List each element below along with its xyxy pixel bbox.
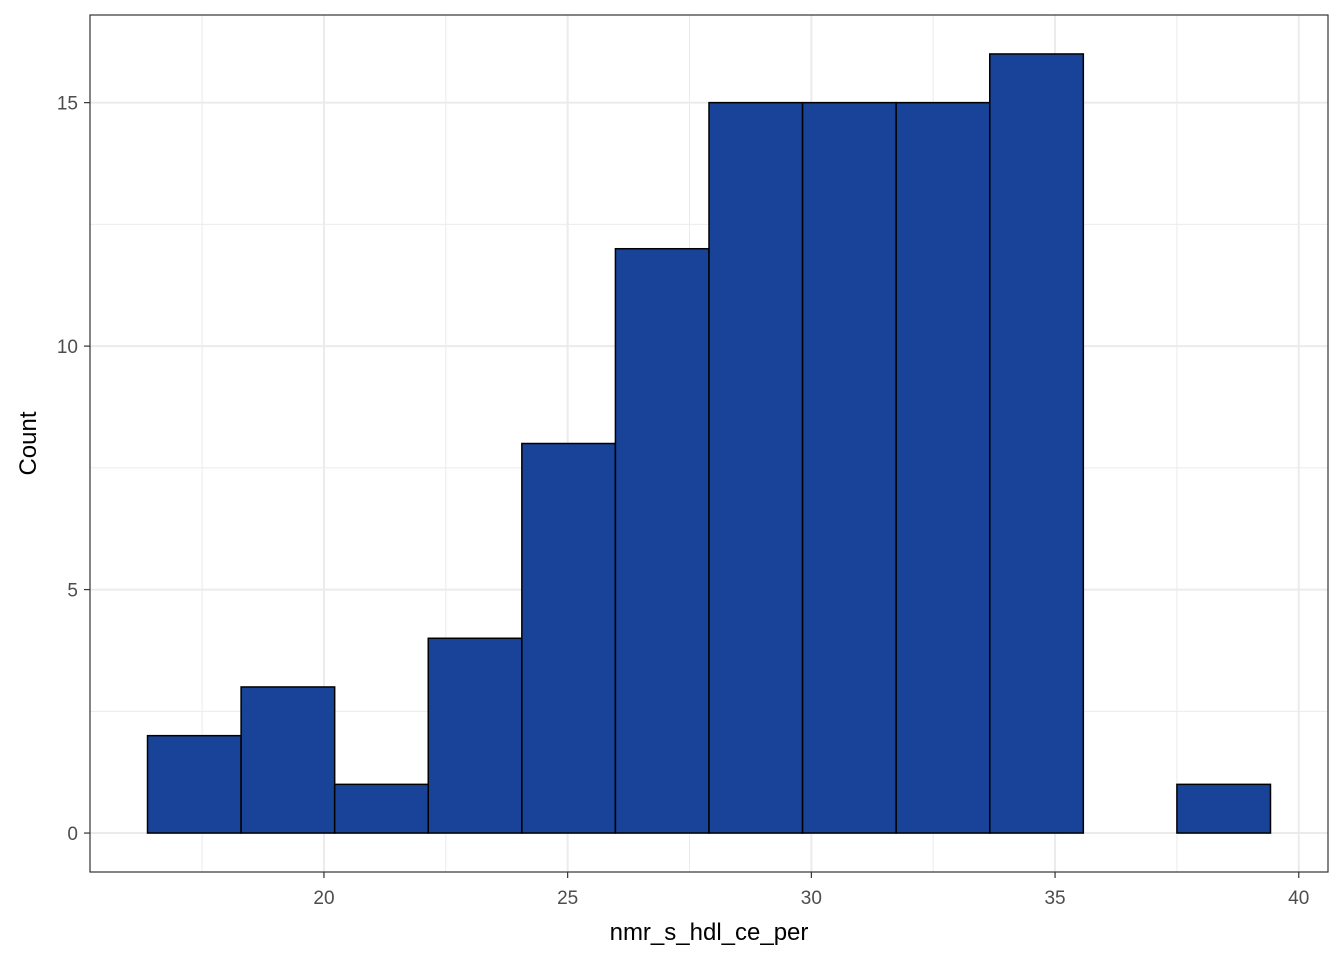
y-tick-label: 10	[57, 337, 78, 358]
histogram-bars	[146, 53, 1272, 834]
histogram-bar	[988, 53, 1085, 834]
histogram-bar	[427, 637, 523, 834]
histogram-bar	[333, 783, 430, 834]
axis-ticks: 20 25 30 35 40 0 5 10 15	[57, 94, 1309, 909]
y-axis-title: Count	[15, 411, 42, 475]
histogram-bar	[1176, 783, 1272, 834]
x-tick-label: 40	[1288, 888, 1309, 909]
x-tick-label: 25	[557, 888, 578, 909]
x-tick-label: 30	[801, 888, 822, 909]
panel-border	[89, 14, 1329, 873]
histogram-bar	[146, 734, 242, 834]
histogram-bar	[240, 686, 336, 834]
y-tick-label: 15	[57, 94, 78, 115]
histogram-bar	[708, 101, 804, 834]
histogram-bar	[895, 101, 991, 834]
x-tick-label: 35	[1044, 888, 1065, 909]
histogram-bar	[801, 101, 897, 834]
histogram-bar	[614, 247, 710, 834]
y-tick-label: 0	[67, 824, 78, 845]
x-axis-title: nmr_s_hdl_ce_per	[610, 919, 809, 946]
x-tick-label: 20	[313, 888, 334, 909]
y-tick-label: 5	[67, 581, 78, 602]
histogram-bar	[521, 442, 617, 834]
